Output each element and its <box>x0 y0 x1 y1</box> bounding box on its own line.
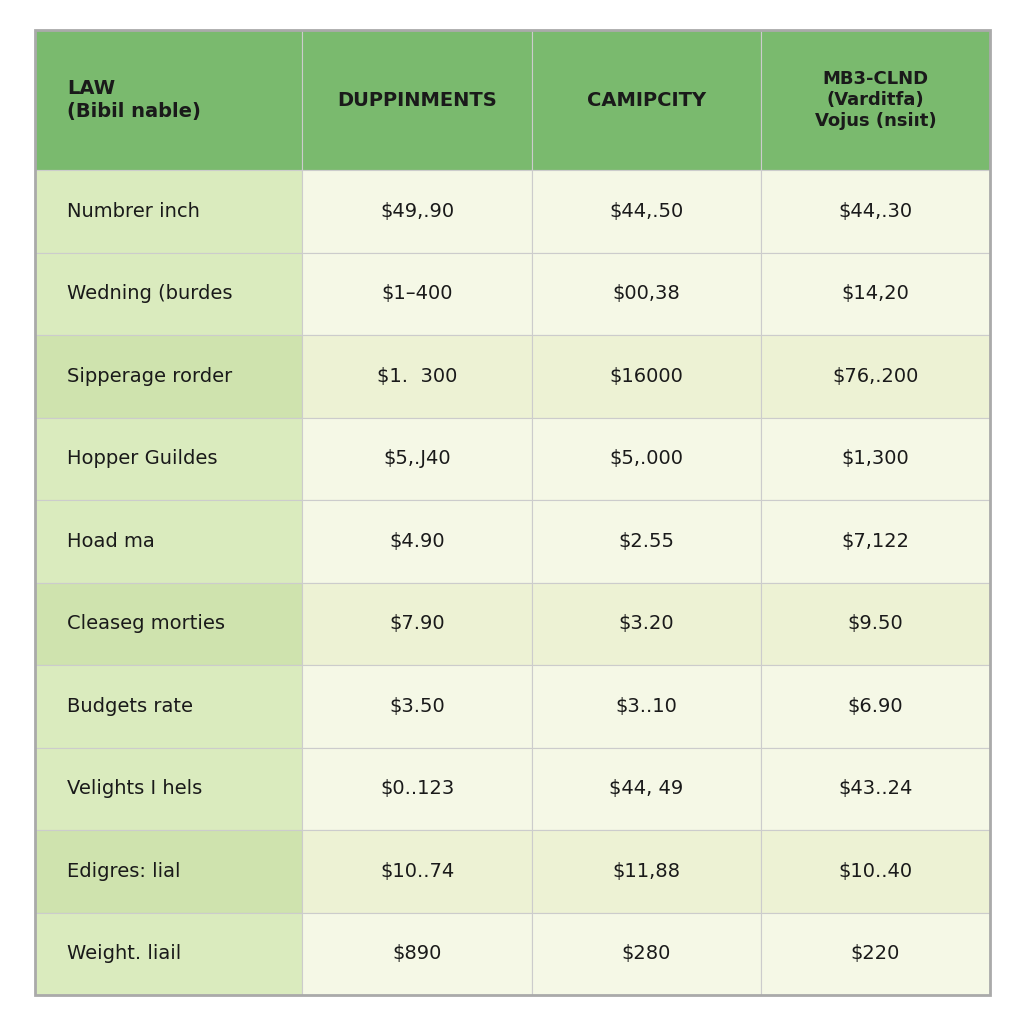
Text: $11,88: $11,88 <box>612 862 680 881</box>
Bar <box>531 830 761 912</box>
Text: $6.90: $6.90 <box>848 696 903 716</box>
Bar <box>531 665 761 748</box>
Text: $890: $890 <box>392 944 441 964</box>
Bar <box>302 665 531 748</box>
Bar <box>761 912 990 995</box>
Text: Sipperage rorder: Sipperage rorder <box>68 367 232 386</box>
Text: $5,.J40: $5,.J40 <box>383 450 451 468</box>
Bar <box>35 170 302 253</box>
Bar <box>35 748 302 830</box>
Text: $10..40: $10..40 <box>839 862 912 881</box>
Bar <box>761 830 990 912</box>
Bar <box>35 500 302 583</box>
Text: $10..74: $10..74 <box>380 862 454 881</box>
Text: Velights I hels: Velights I hels <box>68 779 203 799</box>
Bar <box>35 418 302 500</box>
Bar <box>531 583 761 665</box>
Text: $280: $280 <box>622 944 671 964</box>
Bar <box>761 170 990 253</box>
Bar <box>761 418 990 500</box>
Bar <box>302 748 531 830</box>
Text: $3.50: $3.50 <box>389 696 444 716</box>
Bar <box>761 500 990 583</box>
Text: $3..10: $3..10 <box>615 696 677 716</box>
Text: $00,38: $00,38 <box>612 285 680 303</box>
Bar <box>35 583 302 665</box>
Bar <box>35 253 302 335</box>
Bar <box>531 912 761 995</box>
Bar <box>302 418 531 500</box>
Bar <box>531 253 761 335</box>
Text: Wedning (burdes: Wedning (burdes <box>68 285 232 303</box>
Bar <box>302 830 531 912</box>
Text: $7,122: $7,122 <box>842 531 909 551</box>
Text: $2.55: $2.55 <box>618 531 674 551</box>
Text: $0..123: $0..123 <box>380 779 454 799</box>
Bar <box>761 335 990 418</box>
Bar <box>531 748 761 830</box>
Bar <box>35 335 302 418</box>
Bar <box>761 748 990 830</box>
Text: Edigres: lial: Edigres: lial <box>68 862 180 881</box>
Bar <box>302 253 531 335</box>
Text: Weight. liail: Weight. liail <box>68 944 181 964</box>
Text: $5,.000: $5,.000 <box>609 450 683 468</box>
Text: $1.  300: $1. 300 <box>377 367 457 386</box>
Bar <box>35 912 302 995</box>
Text: LAW
(Bibil nable): LAW (Bibil nable) <box>68 80 201 121</box>
Text: MB3-CLND
(Varditfa)
Vojus (nsiıt): MB3-CLND (Varditfa) Vojus (nsiıt) <box>814 71 936 130</box>
Text: $1,300: $1,300 <box>842 450 909 468</box>
Bar <box>302 500 531 583</box>
Text: $49,.90: $49,.90 <box>380 202 454 221</box>
Bar <box>761 253 990 335</box>
Bar <box>302 912 531 995</box>
Text: $1–400: $1–400 <box>381 285 453 303</box>
Text: $76,.200: $76,.200 <box>833 367 919 386</box>
Bar <box>761 665 990 748</box>
Text: CAMIPCITY: CAMIPCITY <box>587 90 706 110</box>
Bar <box>531 335 761 418</box>
Text: $7.90: $7.90 <box>389 614 444 633</box>
Bar <box>302 335 531 418</box>
Text: DUPPINMENTS: DUPPINMENTS <box>337 90 497 110</box>
Bar <box>531 30 761 170</box>
Text: Cleaseg morties: Cleaseg morties <box>68 614 225 633</box>
Bar <box>531 418 761 500</box>
Text: Budgets rate: Budgets rate <box>68 696 194 716</box>
Text: Hoad ma: Hoad ma <box>68 531 155 551</box>
Text: $14,20: $14,20 <box>842 285 909 303</box>
Text: $4.90: $4.90 <box>389 531 444 551</box>
Bar <box>35 30 302 170</box>
Text: $44,.50: $44,.50 <box>609 202 683 221</box>
Bar <box>302 170 531 253</box>
Text: Hopper Guildes: Hopper Guildes <box>68 450 217 468</box>
Bar <box>302 30 531 170</box>
Bar <box>761 30 990 170</box>
Text: Numbrer inch: Numbrer inch <box>68 202 200 221</box>
Text: $44,.30: $44,.30 <box>839 202 912 221</box>
Text: $43..24: $43..24 <box>839 779 912 799</box>
Text: $44, 49: $44, 49 <box>609 779 683 799</box>
Text: $9.50: $9.50 <box>848 614 903 633</box>
Text: $16000: $16000 <box>609 367 683 386</box>
Bar <box>761 583 990 665</box>
Bar <box>302 583 531 665</box>
Bar <box>35 665 302 748</box>
Bar <box>531 500 761 583</box>
Bar <box>531 170 761 253</box>
Text: $220: $220 <box>851 944 900 964</box>
Bar <box>35 830 302 912</box>
Text: $3.20: $3.20 <box>618 614 674 633</box>
